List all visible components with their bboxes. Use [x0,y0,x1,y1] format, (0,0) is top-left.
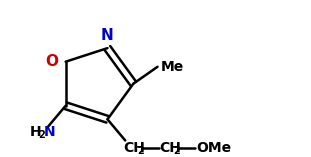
Text: OMe: OMe [196,141,231,155]
Text: H: H [30,125,42,139]
Text: Me: Me [160,60,184,74]
Text: O: O [46,54,59,69]
Text: 2: 2 [38,130,45,140]
Text: N: N [101,28,114,43]
Text: 2: 2 [174,146,180,156]
Text: N: N [44,125,56,139]
Text: CH: CH [123,141,145,155]
Text: CH: CH [160,141,182,155]
Text: 2: 2 [137,146,144,156]
